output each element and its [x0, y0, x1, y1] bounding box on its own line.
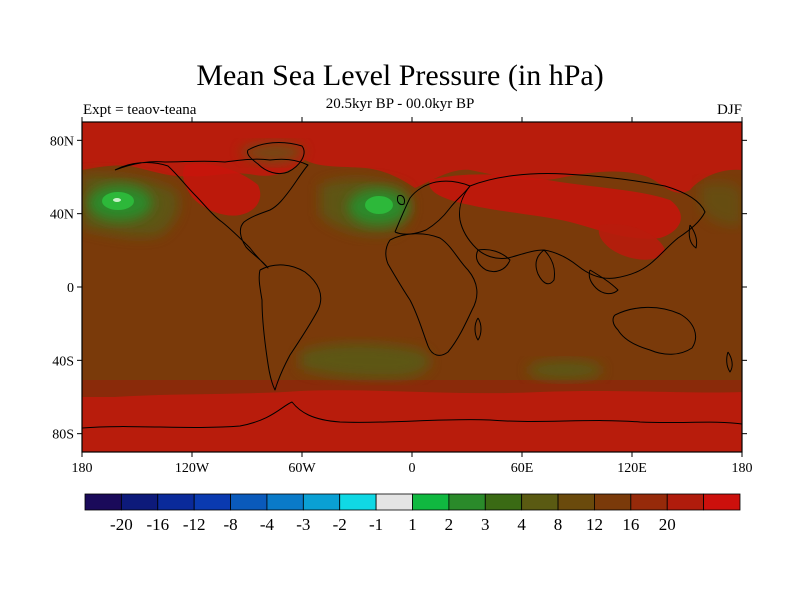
colorbar-swatch	[557, 493, 595, 511]
coast-arabia	[475, 249, 511, 273]
colorbar-label: -2	[333, 515, 347, 534]
season-label: DJF	[716, 102, 742, 118]
colorbar: -20 -16 -12 -8 -4 -3 -2 -1 1 2 3 4 8 12 16 20	[84, 493, 741, 534]
y-tick-label: 80S	[52, 428, 74, 443]
colorbar-swatch	[666, 493, 705, 511]
map-plot-area	[82, 122, 742, 452]
colorbar-label: 4	[517, 515, 526, 534]
colorbar-swatch	[521, 493, 559, 511]
asia-east-red	[598, 224, 665, 260]
antarctic-wave	[82, 390, 742, 400]
colorbar-swatch	[448, 493, 486, 511]
colorbar-label: -3	[296, 515, 310, 534]
colorbar-label: -1	[369, 515, 383, 534]
colorbar-label: -8	[223, 515, 237, 534]
coast-africa	[385, 233, 478, 356]
colorbar-swatch	[230, 493, 268, 511]
colorbar-label: 2	[445, 515, 454, 534]
colorbar-swatch	[412, 493, 450, 511]
colorbar-label: 20	[659, 515, 676, 534]
east-pacific-olive	[700, 182, 742, 226]
coast-antarctica	[82, 401, 742, 429]
colorbar-label: 3	[481, 515, 490, 534]
colorbar-label: 1	[408, 515, 417, 534]
coast-new-zealand	[726, 351, 733, 373]
colorbar-label: -4	[260, 515, 275, 534]
coast-madagascar	[474, 317, 482, 341]
x-tick-label: 180	[732, 461, 753, 476]
colorbar-swatch	[375, 493, 413, 511]
coast-asia	[459, 173, 706, 279]
x-tick-label: 180	[72, 461, 93, 476]
y-tick-label: 40S	[52, 354, 74, 369]
experiment-label: Expt = teaov-teana	[83, 102, 197, 118]
colorbar-swatch	[484, 493, 523, 511]
eurasia-red	[429, 174, 681, 239]
antarctic-high	[82, 397, 742, 452]
north-atlantic-core	[365, 196, 393, 214]
colorbar-swatch	[703, 493, 741, 511]
coast-australia	[612, 306, 696, 355]
colorbar-swatch	[594, 493, 632, 511]
time-range-label: 20.5kyr BP - 00.0kyr BP	[325, 96, 475, 112]
colorbar-label: -20	[110, 515, 133, 534]
x-tick-label: 0	[409, 461, 416, 476]
x-tick-label: 60W	[288, 461, 316, 476]
coast-southeast-asia	[588, 269, 619, 295]
y-tick-label: 80N	[50, 134, 74, 149]
coastlines	[82, 142, 742, 429]
north-pacific-highlight	[113, 198, 121, 202]
y-tick-label: 40N	[50, 208, 74, 223]
colorbar-swatch	[630, 493, 668, 511]
colorbar-swatch	[157, 493, 195, 511]
y-axis: 80N 40N 0 40S 80S	[50, 134, 747, 443]
colorbar-swatch	[84, 493, 122, 511]
map-title: Mean Sea Level Pressure (in hPa)	[196, 59, 604, 92]
coast-indian-subcontinent	[535, 249, 555, 285]
x-tick-label: 120E	[617, 461, 647, 476]
colorbar-swatch	[302, 493, 341, 511]
x-axis: 180 120W 60W 0 60E 120E 180	[72, 117, 753, 476]
colorbar-swatch	[339, 493, 377, 511]
south-indian-olive	[527, 360, 603, 380]
greenland-olive	[240, 142, 305, 164]
colorbar-label: 12	[586, 515, 603, 534]
colorbar-label: -12	[183, 515, 206, 534]
colorbar-swatch	[266, 493, 304, 511]
coast-north-america	[114, 158, 309, 269]
colorbar-label: -16	[146, 515, 169, 534]
arctic-high	[82, 122, 742, 193]
x-tick-label: 120W	[175, 461, 210, 476]
coast-south-america	[258, 264, 322, 391]
colorbar-swatch	[193, 493, 231, 511]
colorbar-label: 16	[622, 515, 639, 534]
colorbar-label: 8	[554, 515, 563, 534]
coast-uk	[397, 195, 405, 205]
coast-japan	[688, 224, 698, 249]
coast-greenland	[247, 142, 305, 175]
colorbar-swatch	[120, 493, 159, 511]
y-tick-label: 0	[67, 281, 74, 296]
south-atlantic-olive	[300, 343, 431, 379]
x-tick-label: 60E	[511, 461, 534, 476]
